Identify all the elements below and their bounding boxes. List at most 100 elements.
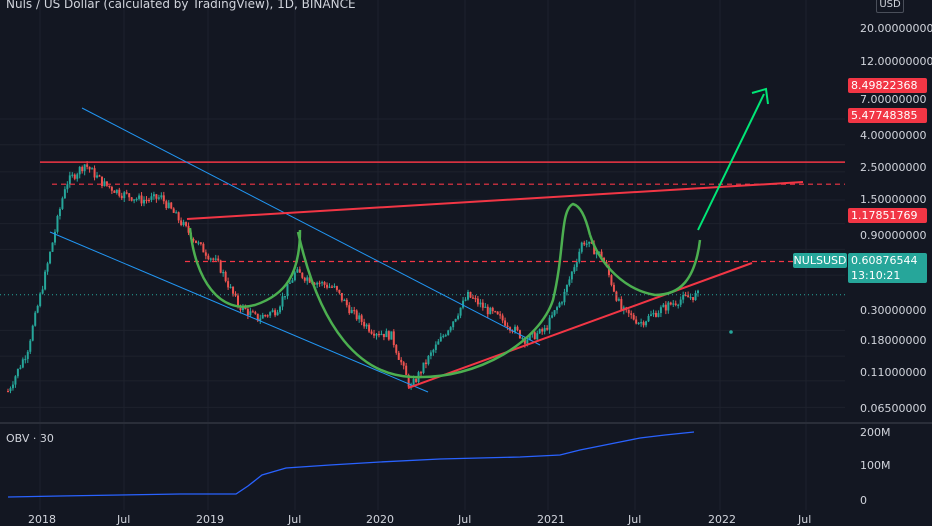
candle-body xyxy=(229,286,232,288)
candle-body xyxy=(350,310,353,314)
candle-body xyxy=(635,319,638,324)
candle-body xyxy=(330,286,333,288)
candle-body xyxy=(546,328,549,330)
candle-body xyxy=(328,286,331,288)
countdown: 13:10:21 xyxy=(851,269,901,282)
candle-body xyxy=(674,303,677,305)
candle-body xyxy=(63,189,66,199)
candle-body xyxy=(355,310,358,320)
candle-body xyxy=(615,291,618,301)
candle-body xyxy=(170,202,173,209)
price-axis-label: 0.06500000 xyxy=(860,402,927,415)
candle-body xyxy=(133,199,136,201)
candle-body xyxy=(462,300,465,308)
candle-body xyxy=(560,302,563,304)
candle-body xyxy=(88,166,91,170)
candle-body xyxy=(679,299,682,305)
price-axis-label: 20.00000000 xyxy=(860,22,932,35)
candle-body xyxy=(513,326,516,332)
candle-body xyxy=(650,314,653,316)
candle-body xyxy=(31,325,34,341)
candle-body xyxy=(180,220,183,225)
obv-line xyxy=(7,431,695,498)
candle-body xyxy=(610,275,613,285)
obv-title[interactable]: OBV · 30 xyxy=(6,432,54,445)
candle-body xyxy=(9,388,12,392)
candle-body xyxy=(254,312,257,314)
candle-body xyxy=(694,292,697,301)
candle-body xyxy=(637,322,640,324)
candle-body xyxy=(249,311,252,316)
chart-title: Nuls / US Dollar (calculated by TradingV… xyxy=(6,0,356,11)
candle-body xyxy=(98,175,101,177)
candle-body xyxy=(135,198,138,201)
candle-body xyxy=(185,222,188,226)
time-axis-label: 2018 xyxy=(28,513,56,526)
candle-body xyxy=(365,324,368,327)
candle-body xyxy=(266,315,269,317)
candle-body xyxy=(288,282,291,284)
level-tag-top: 8.49822368 xyxy=(848,78,927,93)
candle-body xyxy=(672,303,675,305)
candle-body xyxy=(316,282,319,285)
candle-body xyxy=(563,291,566,303)
projection-arrow-head xyxy=(751,87,769,105)
candle-body xyxy=(39,293,42,306)
candle-body xyxy=(73,174,76,179)
candle-body xyxy=(682,294,685,300)
candle-body xyxy=(76,174,79,179)
candle-body xyxy=(447,330,450,336)
candle-body xyxy=(128,193,131,198)
candle-body xyxy=(471,297,474,299)
candle-body xyxy=(553,310,556,316)
candle-body xyxy=(279,306,282,313)
candle-body xyxy=(494,311,497,313)
candle-body xyxy=(630,313,633,315)
candle-body xyxy=(81,166,84,172)
candle-body xyxy=(585,243,588,245)
candle-body xyxy=(640,322,643,324)
candle-body xyxy=(452,321,455,328)
candle-body xyxy=(21,359,24,368)
candle-body xyxy=(521,337,524,339)
candle-body xyxy=(224,271,227,282)
candle-body xyxy=(261,315,264,319)
candle-body xyxy=(593,243,596,255)
candle-body xyxy=(214,258,217,260)
candle-body xyxy=(363,321,366,327)
candle-body xyxy=(36,305,39,313)
candle-body xyxy=(627,309,630,314)
candle-body xyxy=(162,195,165,202)
currency-button[interactable]: USD xyxy=(876,0,904,13)
time-axis-label: Jul xyxy=(458,513,472,526)
candle-body xyxy=(476,298,479,305)
candle-body xyxy=(160,195,163,198)
level-tag-mid: 5.47748385 xyxy=(848,108,927,123)
candle-body xyxy=(607,266,610,276)
price-axis-label: 1.50000000 xyxy=(860,193,927,206)
candle-body xyxy=(274,310,277,316)
candle-body xyxy=(689,297,692,299)
candle-body xyxy=(659,307,662,314)
candle-body xyxy=(91,168,94,170)
candle-body xyxy=(7,391,9,393)
candle-body xyxy=(78,166,81,175)
candle-body xyxy=(580,242,583,252)
time-axis-label: Jul xyxy=(628,513,642,526)
candle-body xyxy=(499,314,502,316)
candle-body xyxy=(234,293,237,296)
candle-body xyxy=(632,314,635,320)
candle-body xyxy=(105,181,108,186)
price-axis-label: 0.30000000 xyxy=(860,304,927,317)
candle-body xyxy=(138,195,141,199)
candle-body xyxy=(687,295,690,298)
candle-body xyxy=(217,258,220,261)
candle-body xyxy=(612,284,615,292)
candle-body xyxy=(415,379,418,382)
candle-body xyxy=(568,279,571,285)
candle-body xyxy=(19,367,22,369)
candle-body xyxy=(392,331,395,346)
candle-body xyxy=(155,194,158,199)
